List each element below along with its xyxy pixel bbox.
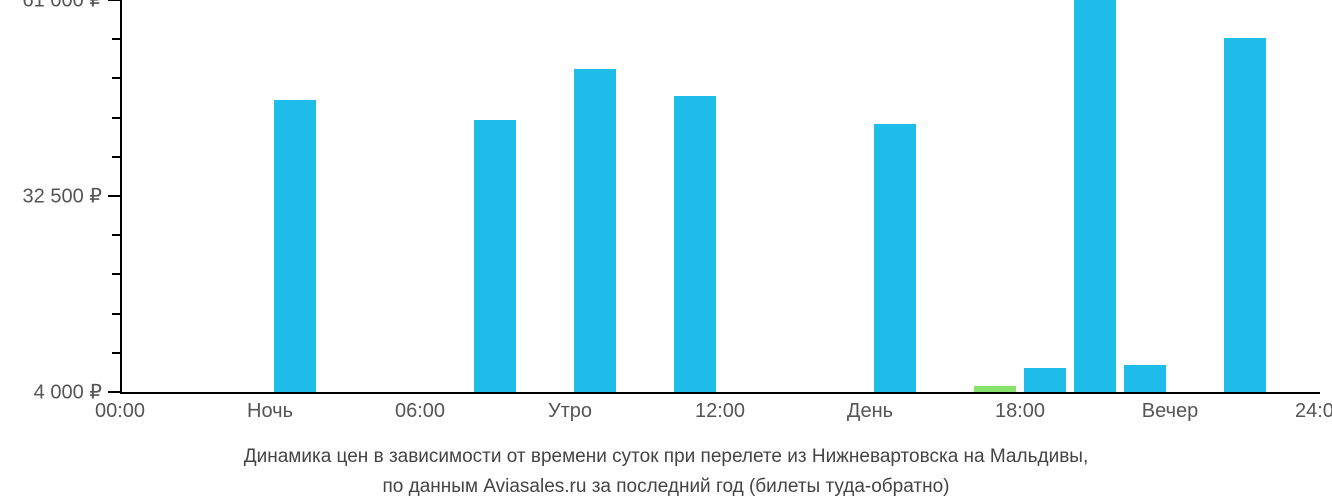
y-tick-label: 4 000 ₽	[34, 380, 102, 405]
y-minor-tick-mark	[112, 77, 120, 79]
x-tick-label: День	[847, 400, 893, 423]
x-tick-label: 24:00	[1295, 400, 1332, 423]
y-minor-tick-mark	[112, 156, 120, 158]
price-bar	[274, 100, 316, 392]
price-bar	[574, 69, 616, 392]
y-tick-mark	[108, 195, 120, 197]
price-by-hour-chart: 61 000 ₽ 32 500 ₽ 4 000 ₽ 00:00 Ночь 06:00 Ут…	[0, 0, 1332, 502]
x-axis-line	[120, 392, 1320, 394]
y-tick-label: 32 500 ₽	[23, 184, 102, 209]
y-minor-tick-mark	[112, 352, 120, 354]
price-bar	[474, 120, 516, 392]
y-tick-mark	[108, 0, 120, 1]
plot-area	[120, 0, 1320, 392]
x-tick-label: 06:00	[395, 400, 445, 423]
y-minor-tick-mark	[112, 117, 120, 119]
y-tick-mark	[108, 391, 120, 393]
y-minor-tick-mark	[112, 38, 120, 40]
y-tick-label: 61 000 ₽	[23, 0, 102, 13]
y-axis-line	[120, 0, 122, 394]
x-axis-labels: 00:00Ночь06:00Утро12:00День18:00Вечер24:…	[120, 400, 1320, 432]
chart-caption-line1: Динамика цен в зависимости от времени су…	[0, 446, 1332, 468]
x-tick-label: Ночь	[247, 400, 293, 423]
price-bar	[674, 96, 716, 392]
y-minor-tick-mark	[112, 273, 120, 275]
x-tick-label: 18:00	[995, 400, 1045, 423]
x-tick-label: 00:00	[95, 400, 145, 423]
y-minor-tick-mark	[112, 234, 120, 236]
x-tick-label: Утро	[548, 400, 592, 423]
price-bar	[1074, 0, 1116, 392]
x-tick-label: Вечер	[1142, 400, 1198, 423]
x-tick-label: 12:00	[695, 400, 745, 423]
chart-caption-line2: по данным Aviasales.ru за последний год …	[0, 476, 1332, 498]
y-axis: 61 000 ₽32 500 ₽4 000 ₽	[0, 0, 120, 392]
price-bar	[874, 124, 916, 392]
price-bar	[1224, 38, 1266, 392]
price-bar	[1124, 365, 1166, 393]
price-bar	[1024, 368, 1066, 392]
y-minor-tick-mark	[112, 313, 120, 315]
